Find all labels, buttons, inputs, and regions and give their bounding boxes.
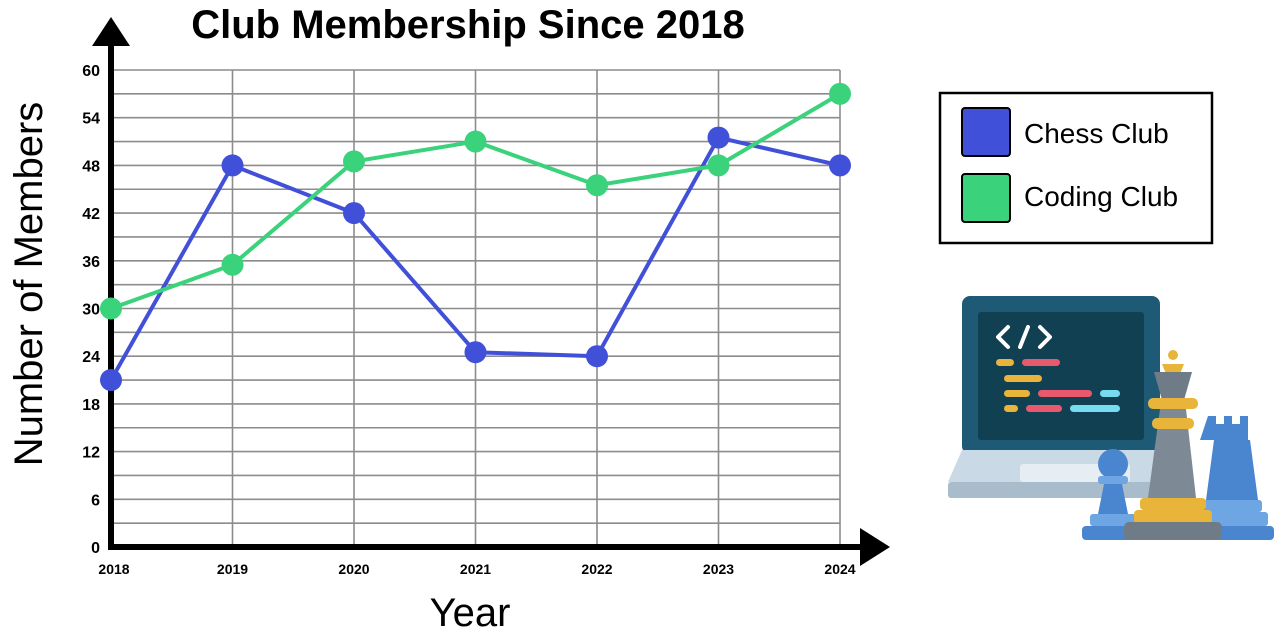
x-tick-label: 2024 — [824, 561, 855, 577]
chess-club-point — [100, 369, 122, 392]
x-tick-labels: 2018 2019 2020 2021 2022 2023 2024 — [98, 561, 855, 577]
x-tick-label: 2019 — [217, 561, 248, 577]
y-tick-label: 0 — [91, 540, 100, 557]
coding-club-point — [586, 174, 608, 197]
chess-club-point — [221, 154, 244, 177]
x-tick-label: 2021 — [460, 561, 491, 577]
coding-club-point — [707, 154, 730, 177]
x-tick-label: 2018 — [98, 561, 129, 577]
y-tick-label: 42 — [82, 206, 100, 223]
x-axis-label: Year — [430, 591, 511, 632]
y-tick-label: 54 — [82, 111, 100, 128]
y-tick-label: 18 — [82, 397, 100, 414]
coding-club-point — [343, 150, 365, 173]
series-layer — [100, 82, 851, 392]
laptop-code-icon — [948, 296, 1174, 498]
chess-club-point — [707, 126, 730, 149]
y-tick-label: 12 — [82, 445, 100, 462]
legend-label-chess: Chess Club — [1024, 118, 1169, 149]
chess-club-point — [464, 341, 487, 364]
x-tick-label: 2023 — [703, 561, 734, 577]
chess-club-point — [829, 154, 851, 177]
y-axis-arrow — [92, 17, 130, 46]
axes — [92, 17, 890, 566]
chess-pieces-icon — [1082, 350, 1274, 540]
y-tick-label: 30 — [82, 302, 100, 319]
x-tick-label: 2022 — [581, 561, 612, 577]
chess-club-point — [586, 345, 608, 368]
y-tick-label: 24 — [82, 349, 100, 366]
y-axis-label: Number of Members — [7, 102, 51, 467]
chart-title: Club Membership Since 2018 — [191, 3, 745, 47]
coding-club-point — [464, 130, 487, 153]
legend-label-coding: Coding Club — [1024, 181, 1178, 212]
coding-club-point — [221, 253, 244, 276]
y-tick-label: 36 — [82, 254, 100, 271]
legend-swatch-chess — [961, 107, 1011, 157]
x-tick-label: 2020 — [338, 561, 369, 577]
coding-club-point — [829, 82, 851, 105]
legend: Chess Club Coding Club — [938, 91, 1214, 245]
chess-club-point — [343, 202, 365, 225]
coding-club-point — [100, 297, 122, 320]
y-tick-labels: 0 6 12 18 24 30 36 42 48 54 60 — [82, 63, 100, 557]
y-tick-label: 48 — [82, 158, 100, 175]
y-tick-label: 6 — [91, 492, 100, 509]
x-axis-arrow — [860, 528, 890, 566]
legend-swatch-coding — [961, 173, 1011, 223]
y-tick-label: 60 — [82, 63, 100, 80]
